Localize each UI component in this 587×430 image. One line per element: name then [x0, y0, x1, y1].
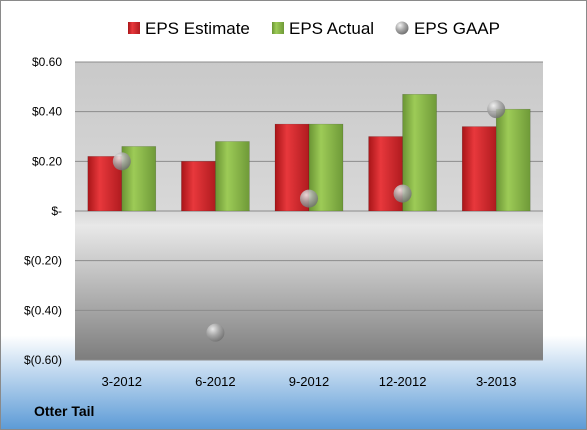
y-tick-label: $(0.40) [24, 303, 62, 317]
legend-swatch-estimate [128, 22, 140, 34]
gaap-point [112, 152, 131, 171]
y-tick-label: $0.40 [32, 105, 62, 119]
y-tick-label: $(0.20) [24, 254, 62, 268]
company-label: Otter Tail [34, 403, 94, 419]
x-tick-label: 3-2012 [102, 374, 142, 389]
y-tick-label: $0.20 [32, 154, 62, 168]
gaap-point [206, 323, 225, 342]
x-tick-label: 12-2012 [379, 374, 427, 389]
gaap-point [300, 189, 318, 208]
gaap-markers [112, 100, 506, 342]
y-tick-label: $(0.60) [24, 353, 62, 367]
gaap-point [393, 184, 412, 203]
legend-label-actual: EPS Actual [289, 19, 374, 38]
y-axis-ticks: $0.60 $0.40 $0.20 $- $(0.20) $(0.40) $(0.60) [24, 55, 62, 367]
actual-bar [495, 108, 531, 212]
legend-swatch-actual [272, 22, 284, 34]
estimate-bar [181, 161, 216, 212]
legend-label-estimate: EPS Estimate [145, 19, 250, 38]
actual-bar [215, 141, 250, 212]
estimate-bar [461, 126, 497, 212]
gaap-point [487, 100, 506, 119]
legend: EPS Estimate EPS Actual EPS GAAP [128, 19, 500, 38]
y-tick-label: $- [51, 204, 62, 218]
x-tick-label: 3-2013 [476, 374, 516, 389]
x-axis-ticks: 3-2012 6-2012 9-2012 12-2012 3-2013 [102, 374, 517, 389]
x-tick-label: 6-2012 [195, 374, 235, 389]
y-tick-label: $0.60 [32, 55, 62, 69]
legend-swatch-gaap [395, 21, 409, 35]
x-tick-label: 9-2012 [289, 374, 329, 389]
legend-label-gaap: EPS GAAP [414, 19, 500, 38]
